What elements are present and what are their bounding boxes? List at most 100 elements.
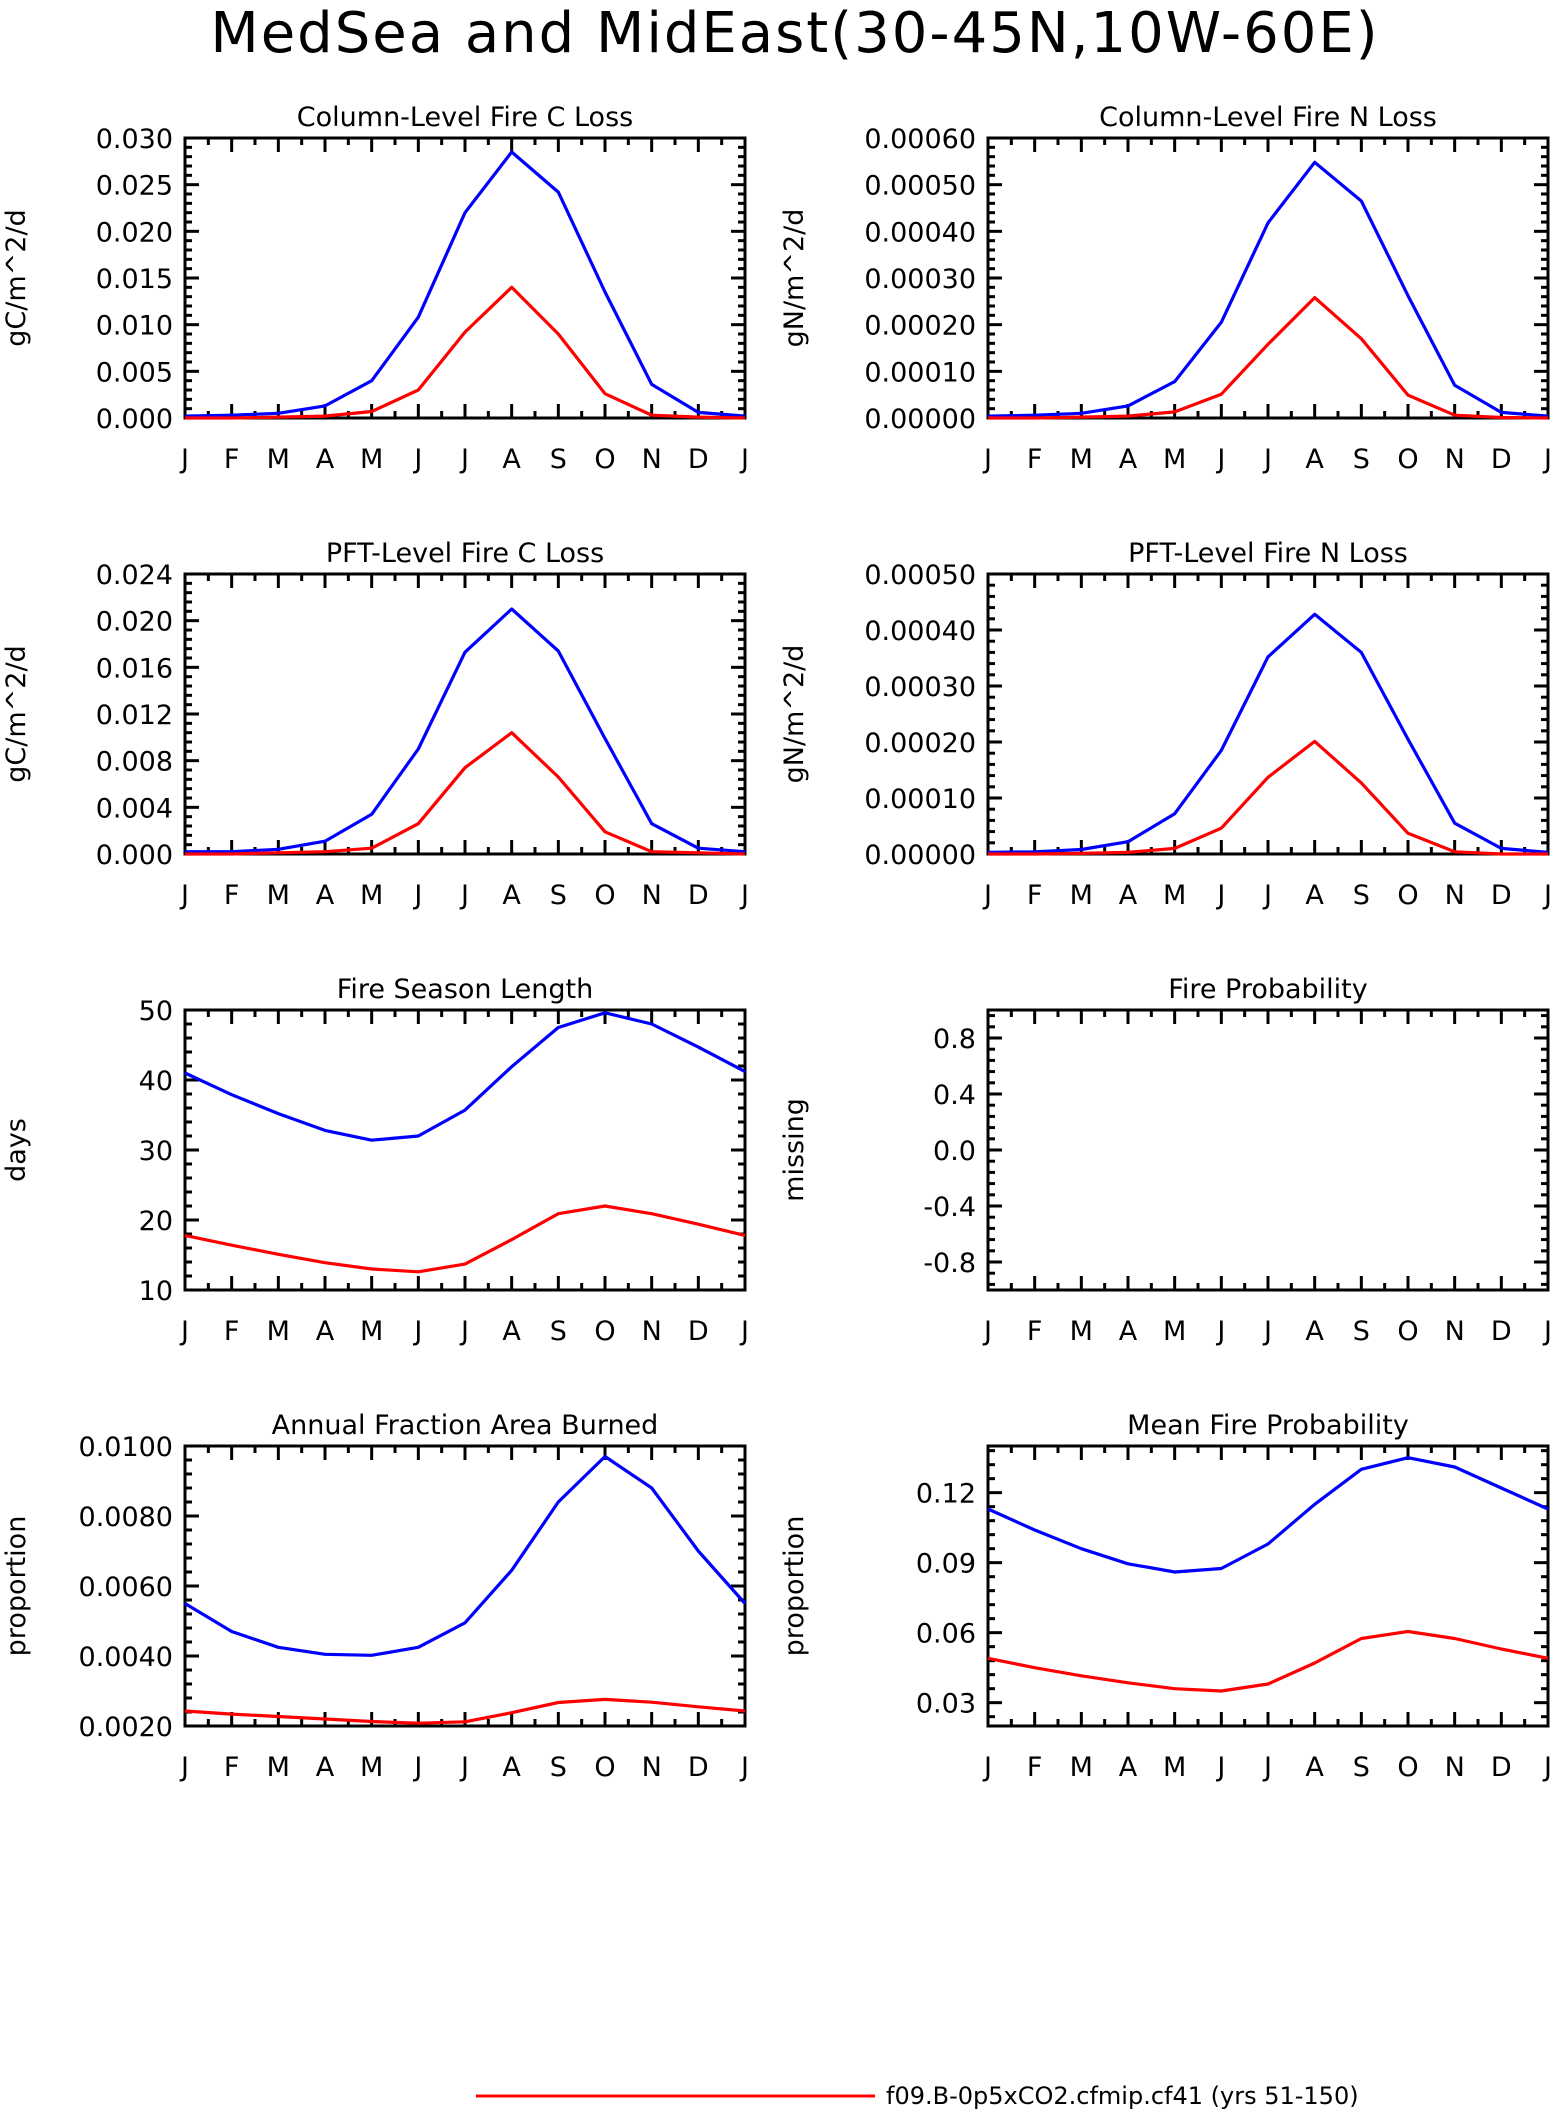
panel-title: Annual Fraction Area Burned <box>272 1410 659 1441</box>
x-tick-label: J <box>1262 444 1272 475</box>
x-tick-label: J <box>412 444 422 475</box>
x-tick-label: J <box>982 880 992 911</box>
x-tick-label: J <box>982 1752 992 1783</box>
x-tick-label: F <box>1027 1752 1043 1783</box>
series-line-blue <box>184 150 746 418</box>
y-tick-label: 0.030 <box>96 124 173 155</box>
x-tick-label: M <box>360 1316 383 1347</box>
x-tick-label: A <box>316 1752 335 1783</box>
x-tick-label: J <box>1542 1316 1552 1347</box>
y-tick-label: 0.00030 <box>864 264 976 295</box>
y-tick-label: 0.00040 <box>864 616 976 647</box>
x-tick-label: O <box>1397 1752 1418 1783</box>
panel-title: Column-Level Fire N Loss <box>1099 102 1437 133</box>
x-tick-label: S <box>550 1316 567 1347</box>
x-tick-label: A <box>1119 880 1138 911</box>
x-tick-label: A <box>316 1316 335 1347</box>
panel-title: PFT-Level Fire C Loss <box>326 538 604 569</box>
x-tick-label: D <box>1491 1316 1512 1347</box>
plot-frame <box>986 136 1550 420</box>
x-tick-label: F <box>224 1752 240 1783</box>
chart-panels: Column-Level Fire C Loss gC/m^2/d 0.000 0.0… <box>1 102 1552 1783</box>
x-tick-label: N <box>642 1752 662 1783</box>
x-tick-label: J <box>1542 880 1552 911</box>
series-line-red <box>185 731 746 856</box>
x-tick-label: A <box>1119 1752 1138 1783</box>
panel-title: Fire Probability <box>1168 974 1368 1005</box>
x-tick-label: N <box>642 880 662 911</box>
x-tick-label: O <box>594 1316 615 1347</box>
y-tick-label: 0.00020 <box>864 728 976 759</box>
x-tick-label: A <box>1305 1316 1324 1347</box>
legend-label: f09.B-0p5xCO2.cfmip.cf41 (yrs 51-150) <box>886 2082 1359 2110</box>
y-tick-label: 0.020 <box>96 217 173 248</box>
x-tick-label: J <box>739 880 749 911</box>
x-tick-label: N <box>1445 1316 1465 1347</box>
x-tick-label: J <box>459 1316 469 1347</box>
x-tick-label: F <box>1027 444 1043 475</box>
y-tick-label: 0.0060 <box>79 1572 173 1603</box>
x-tick-label: S <box>550 1752 567 1783</box>
y-tick-label: 0.016 <box>96 653 173 684</box>
x-tick-label: S <box>1353 880 1370 911</box>
y-tick-label: 0.025 <box>96 171 173 202</box>
y-tick-label: 0.004 <box>96 793 173 824</box>
x-tick-label: J <box>1542 1752 1552 1783</box>
y-tick-label: 0.00030 <box>864 672 976 703</box>
series-line-blue <box>987 612 1549 854</box>
chart-panel-8: Mean Fire Probability proportion 0.03 0.06 0… <box>779 1410 1552 1783</box>
x-tick-label: D <box>688 1316 709 1347</box>
x-tick-label: A <box>1305 880 1324 911</box>
x-tick-label: J <box>179 880 189 911</box>
x-tick-label: D <box>1491 1752 1512 1783</box>
plot-frame <box>183 1008 747 1292</box>
x-tick-label: J <box>1215 1316 1225 1347</box>
y-tick-label: 0.00040 <box>864 217 976 248</box>
x-tick-label: M <box>1163 1752 1186 1783</box>
x-tick-label: S <box>1353 444 1370 475</box>
x-tick-label: M <box>1163 1316 1186 1347</box>
y-tick-label: 0.000 <box>96 404 173 435</box>
series-line-blue <box>987 1456 1549 1574</box>
x-tick-label: M <box>1070 880 1093 911</box>
y-tick-label: 0.015 <box>96 264 173 295</box>
x-tick-label: A <box>1119 444 1138 475</box>
x-tick-label: O <box>594 1752 615 1783</box>
x-tick-label: M <box>1070 1316 1093 1347</box>
y-tick-label: 0.03 <box>916 1689 976 1720</box>
x-tick-label: J <box>179 1752 189 1783</box>
y-tick-label: 0.008 <box>96 747 173 778</box>
x-tick-label: D <box>1491 444 1512 475</box>
x-tick-label: J <box>412 1752 422 1783</box>
y-tick-label: -0.8 <box>923 1248 976 1279</box>
chart-panel-3: PFT-Level Fire C Loss gC/m^2/d 0.000 0.004 0… <box>1 538 749 911</box>
x-tick-label: M <box>267 1316 290 1347</box>
y-axis-label: gN/m^2/d <box>779 209 810 348</box>
x-tick-label: J <box>179 444 189 475</box>
plot-frame <box>183 572 747 856</box>
x-tick-label: M <box>1070 444 1093 475</box>
x-tick-label: S <box>550 880 567 911</box>
x-tick-label: J <box>1215 880 1225 911</box>
y-axis-label: days <box>1 1118 32 1182</box>
x-tick-label: D <box>688 1752 709 1783</box>
series-line-red <box>184 1204 746 1274</box>
x-tick-label: M <box>360 444 383 475</box>
x-tick-label: F <box>224 444 240 475</box>
y-axis-label: proportion <box>1 1516 32 1657</box>
x-tick-label: N <box>1445 1752 1465 1783</box>
x-tick-label: N <box>642 444 662 475</box>
x-tick-label: M <box>1163 880 1186 911</box>
x-tick-label: J <box>1262 880 1272 911</box>
x-tick-label: D <box>688 444 709 475</box>
x-tick-label: A <box>316 444 335 475</box>
x-tick-label: S <box>1353 1752 1370 1783</box>
series-line-blue <box>987 160 1549 418</box>
x-tick-label: N <box>1445 880 1465 911</box>
y-tick-label: 0.0 <box>933 1136 976 1167</box>
y-tick-label: 0.010 <box>96 311 173 342</box>
x-tick-label: J <box>412 1316 422 1347</box>
y-tick-label: 30 <box>139 1136 173 1167</box>
